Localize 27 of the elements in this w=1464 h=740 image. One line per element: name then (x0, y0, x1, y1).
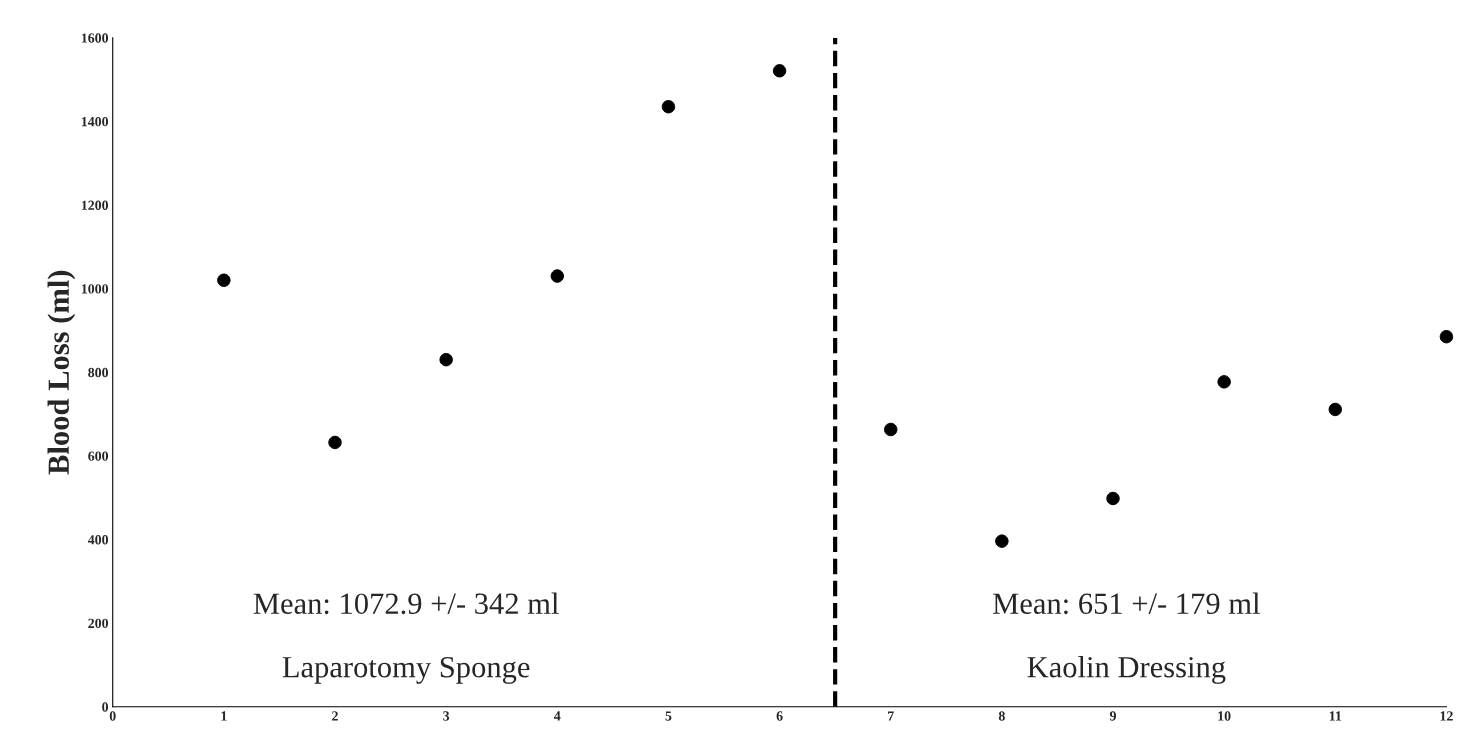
y-tick-label: 1400 (81, 116, 109, 127)
x-tick-label: 2 (332, 711, 338, 721)
annotation: Mean: 651 +/- 179 ml (993, 592, 1260, 615)
y-axis-title: Blood Loss (ml) (47, 270, 76, 475)
x-tick-label: 5 (665, 711, 672, 721)
x-tick-label: 11 (1329, 711, 1342, 721)
x-tick-label: 0 (109, 711, 116, 721)
y-tick-label: 0 (102, 702, 109, 712)
x-tick-label: 7 (888, 711, 894, 721)
y-tick-label: 200 (88, 618, 109, 629)
x-tick-label: 3 (443, 711, 450, 721)
annotation: Kaolin Dressing (1027, 656, 1226, 684)
y-tick-label: 1200 (81, 200, 109, 210)
x-tick-label: 10 (1218, 711, 1231, 721)
y-tick-label: 800 (88, 367, 109, 378)
x-tick-label: 9 (1109, 711, 1116, 721)
x-tick-label: 8 (998, 711, 1005, 721)
y-tick-label: 400 (87, 535, 109, 545)
x-tick-label: 12 (1440, 711, 1453, 721)
annotation: Mean: 1072.9 +/- 342 ml (253, 592, 559, 615)
y-tick-label: 1600 (81, 33, 109, 43)
y-tick-label: 600 (88, 451, 109, 461)
annotation: Laparotomy Sponge (282, 656, 530, 684)
x-tick-label: 1 (221, 711, 227, 721)
y-tick-label: 1000 (81, 284, 109, 294)
x-tick-label: 4 (554, 711, 561, 721)
x-tick-label: 6 (776, 711, 783, 721)
